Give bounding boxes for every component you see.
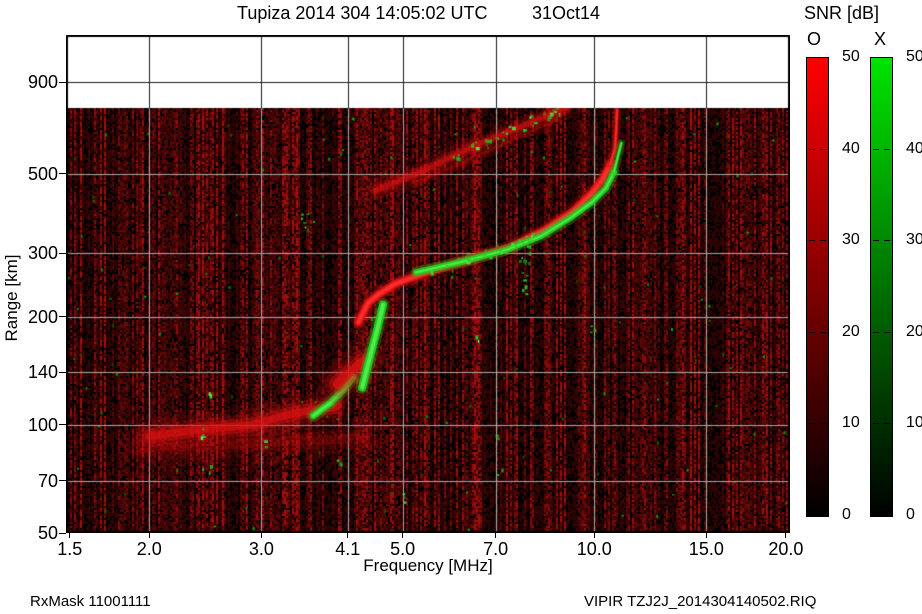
y-axis-label: Range [km]: [2, 254, 21, 342]
plot-date: 31Oct14: [532, 3, 601, 23]
y-tick-mark: [59, 252, 66, 254]
x-tick-mark: [148, 533, 150, 538]
colorbar-tick-dash: [820, 148, 826, 150]
x-tick-mark: [260, 533, 262, 538]
colorbar-tick-label: 0: [906, 506, 915, 523]
x-tick-label: 1.5: [57, 539, 83, 559]
x-axis-label: Frequency [MHz]: [363, 556, 493, 575]
colorbar-tick-label: 20: [842, 322, 860, 340]
x-tick-label: 2.0: [136, 539, 162, 559]
colorbar-tick-label: 50: [842, 48, 860, 65]
colorbar-tick-dash: [820, 331, 826, 333]
colorbar-tick-label: 30: [842, 231, 860, 249]
y-tick-label: 300: [27, 243, 58, 264]
y-tick-mark: [59, 424, 66, 426]
colorbar-tick-dash: [809, 423, 815, 425]
x-tick-label: 3.0: [248, 539, 274, 559]
colorbar-tick-dash: [884, 148, 890, 150]
y-tick-label: 50: [37, 523, 58, 543]
colorbar-tick-dash: [884, 240, 890, 242]
footer-rxmask: RxMask 11001111: [30, 593, 151, 610]
footer-filename: VIPIR TZJ2J_2014304140502.RIQ: [584, 593, 817, 610]
colorbar-tick-dash: [809, 240, 815, 242]
colorbar-tick-label: 10: [906, 414, 922, 432]
y-tick-label: 70: [37, 470, 58, 491]
x-colorbar: [870, 57, 893, 517]
snr-legend-title: SNR [dB]: [804, 3, 880, 23]
y-tick-mark: [59, 532, 66, 534]
y-tick-label: 200: [27, 306, 58, 327]
colorbar-tick-label: 0: [842, 506, 851, 523]
x-tick-mark: [495, 533, 497, 538]
x-tick-mark: [69, 533, 71, 538]
colorbar-tick-dash: [884, 423, 890, 425]
colorbar-tick-dash: [820, 240, 826, 242]
y-tick-mark: [59, 81, 66, 83]
x-mode-label: X: [874, 29, 887, 49]
colorbar-tick-label: 30: [906, 231, 922, 249]
colorbar-tick-dash: [873, 148, 879, 150]
colorbar-tick-label: 10: [842, 414, 860, 432]
x-tick-mark: [593, 533, 595, 538]
colorbar-tick-label: 50: [906, 48, 922, 65]
x-tick-label: 20.0: [768, 539, 804, 559]
x-tick-mark: [705, 533, 707, 538]
x-tick-label: 4.1: [335, 539, 361, 559]
o-mode-label: O: [807, 29, 822, 49]
x-tick-mark: [785, 533, 787, 538]
plot-title: Tupiza 2014 304 14:05:02 UTC: [237, 3, 488, 23]
colorbar-tick-dash: [873, 240, 879, 242]
colorbar-tick-dash: [873, 423, 879, 425]
colorbar-tick-dash: [820, 423, 826, 425]
o-colorbar: [806, 57, 829, 517]
y-tick-mark: [59, 316, 66, 318]
x-tick-label: 5.0: [390, 539, 416, 559]
y-tick-mark: [59, 371, 66, 373]
y-tick-mark: [59, 480, 66, 481]
y-tick-mark: [59, 173, 66, 175]
x-tick-mark: [402, 533, 404, 538]
colorbar-tick-dash: [884, 331, 890, 333]
colorbar-tick-label: 40: [842, 139, 860, 157]
y-tick-label: 100: [27, 414, 58, 435]
y-tick-label: 900: [27, 72, 58, 93]
colorbar-tick-label: 40: [906, 139, 922, 157]
x-tick-mark: [347, 533, 349, 538]
x-tick-label: 10.0: [576, 539, 612, 559]
x-tick-label: 7.0: [483, 539, 509, 559]
colorbar-tick-dash: [809, 148, 815, 150]
y-tick-label: 500: [27, 163, 58, 184]
colorbar-tick-dash: [809, 331, 815, 333]
ionogram-canvas: [66, 35, 790, 533]
y-tick-label: 140: [27, 362, 58, 383]
x-tick-label: 15.0: [688, 539, 724, 559]
colorbar-tick-label: 20: [906, 322, 922, 340]
colorbar-tick-dash: [873, 331, 879, 333]
